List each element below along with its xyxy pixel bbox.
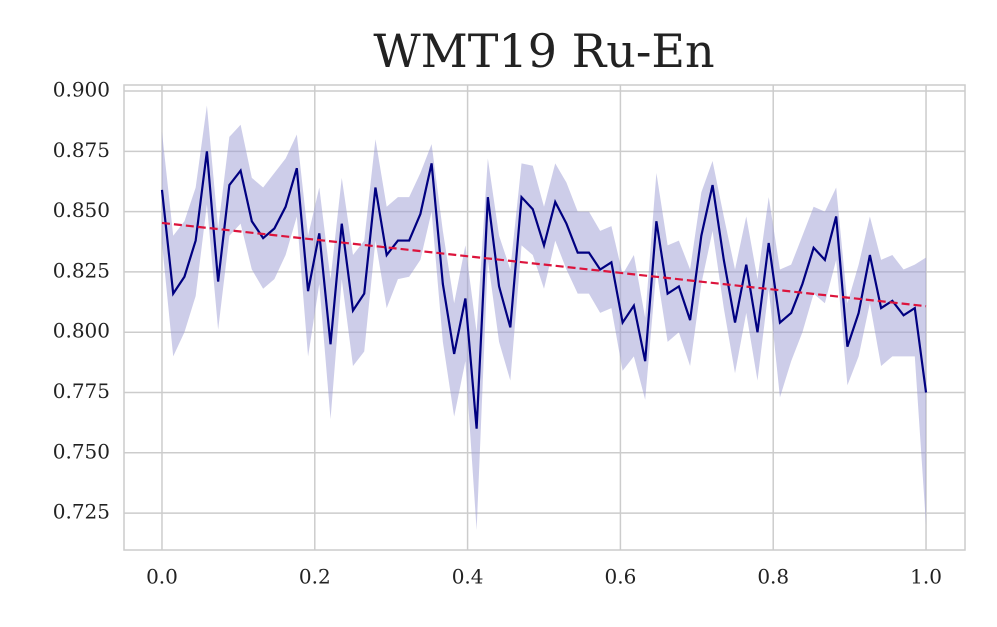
y-tick-label: 0.775: [53, 379, 110, 403]
y-tick-label: 0.725: [53, 500, 110, 524]
y-tick-label: 0.825: [53, 258, 110, 282]
plot-frame: [123, 84, 966, 551]
confidence-band: [161, 105, 927, 530]
x-tick-label: 1.0: [910, 565, 942, 589]
x-tick-label: 0.4: [452, 565, 484, 589]
chart-title: WMT19 Ru-En: [373, 24, 714, 78]
y-tick-label: 0.800: [53, 319, 110, 343]
y-tick-label: 0.750: [53, 439, 110, 463]
y-tick-label: 0.900: [53, 78, 110, 102]
x-tick-label: 0.2: [299, 565, 331, 589]
x-tick-label: 0.8: [757, 565, 789, 589]
trend-line: [161, 221, 927, 308]
x-tick-label: 0.6: [605, 565, 637, 589]
y-tick-label: 0.875: [53, 138, 110, 162]
x-tick-label: 0.0: [146, 565, 178, 589]
y-tick-label: 0.850: [53, 198, 110, 222]
data-line: [160, 151, 928, 429]
